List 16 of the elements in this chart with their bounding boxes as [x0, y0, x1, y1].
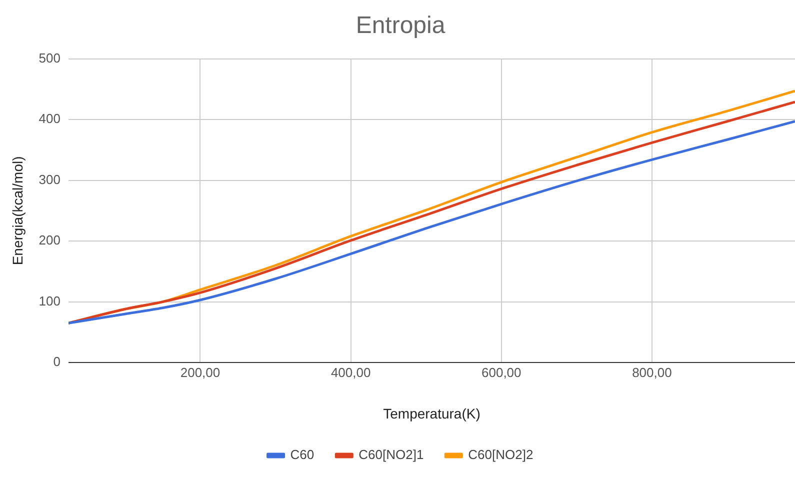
y-tick-label: 100 — [38, 293, 60, 308]
y-tick-label: 200 — [38, 232, 60, 248]
y-tick-label: 400 — [38, 111, 60, 126]
y-tick-label: 0 — [53, 354, 60, 370]
y-tick-label: 500 — [38, 50, 60, 66]
chart-title: Entropia — [356, 12, 446, 40]
x-tick-label: 200,00 — [180, 364, 220, 380]
x-tick-label: 600,00 — [482, 364, 522, 380]
legend-label: C60[NO2]2 — [468, 447, 534, 462]
y-tick-label: 300 — [38, 172, 60, 187]
y-axis-title: Energia(kcal/mol) — [9, 156, 26, 266]
x-tick-label: 400,00 — [330, 364, 371, 380]
legend-label: C60 — [290, 447, 314, 462]
legend-label: C60[NO2]1 — [358, 447, 424, 462]
x-tick-label: 800,00 — [632, 364, 672, 380]
x-axis-title: Temperatura(K) — [383, 405, 480, 422]
